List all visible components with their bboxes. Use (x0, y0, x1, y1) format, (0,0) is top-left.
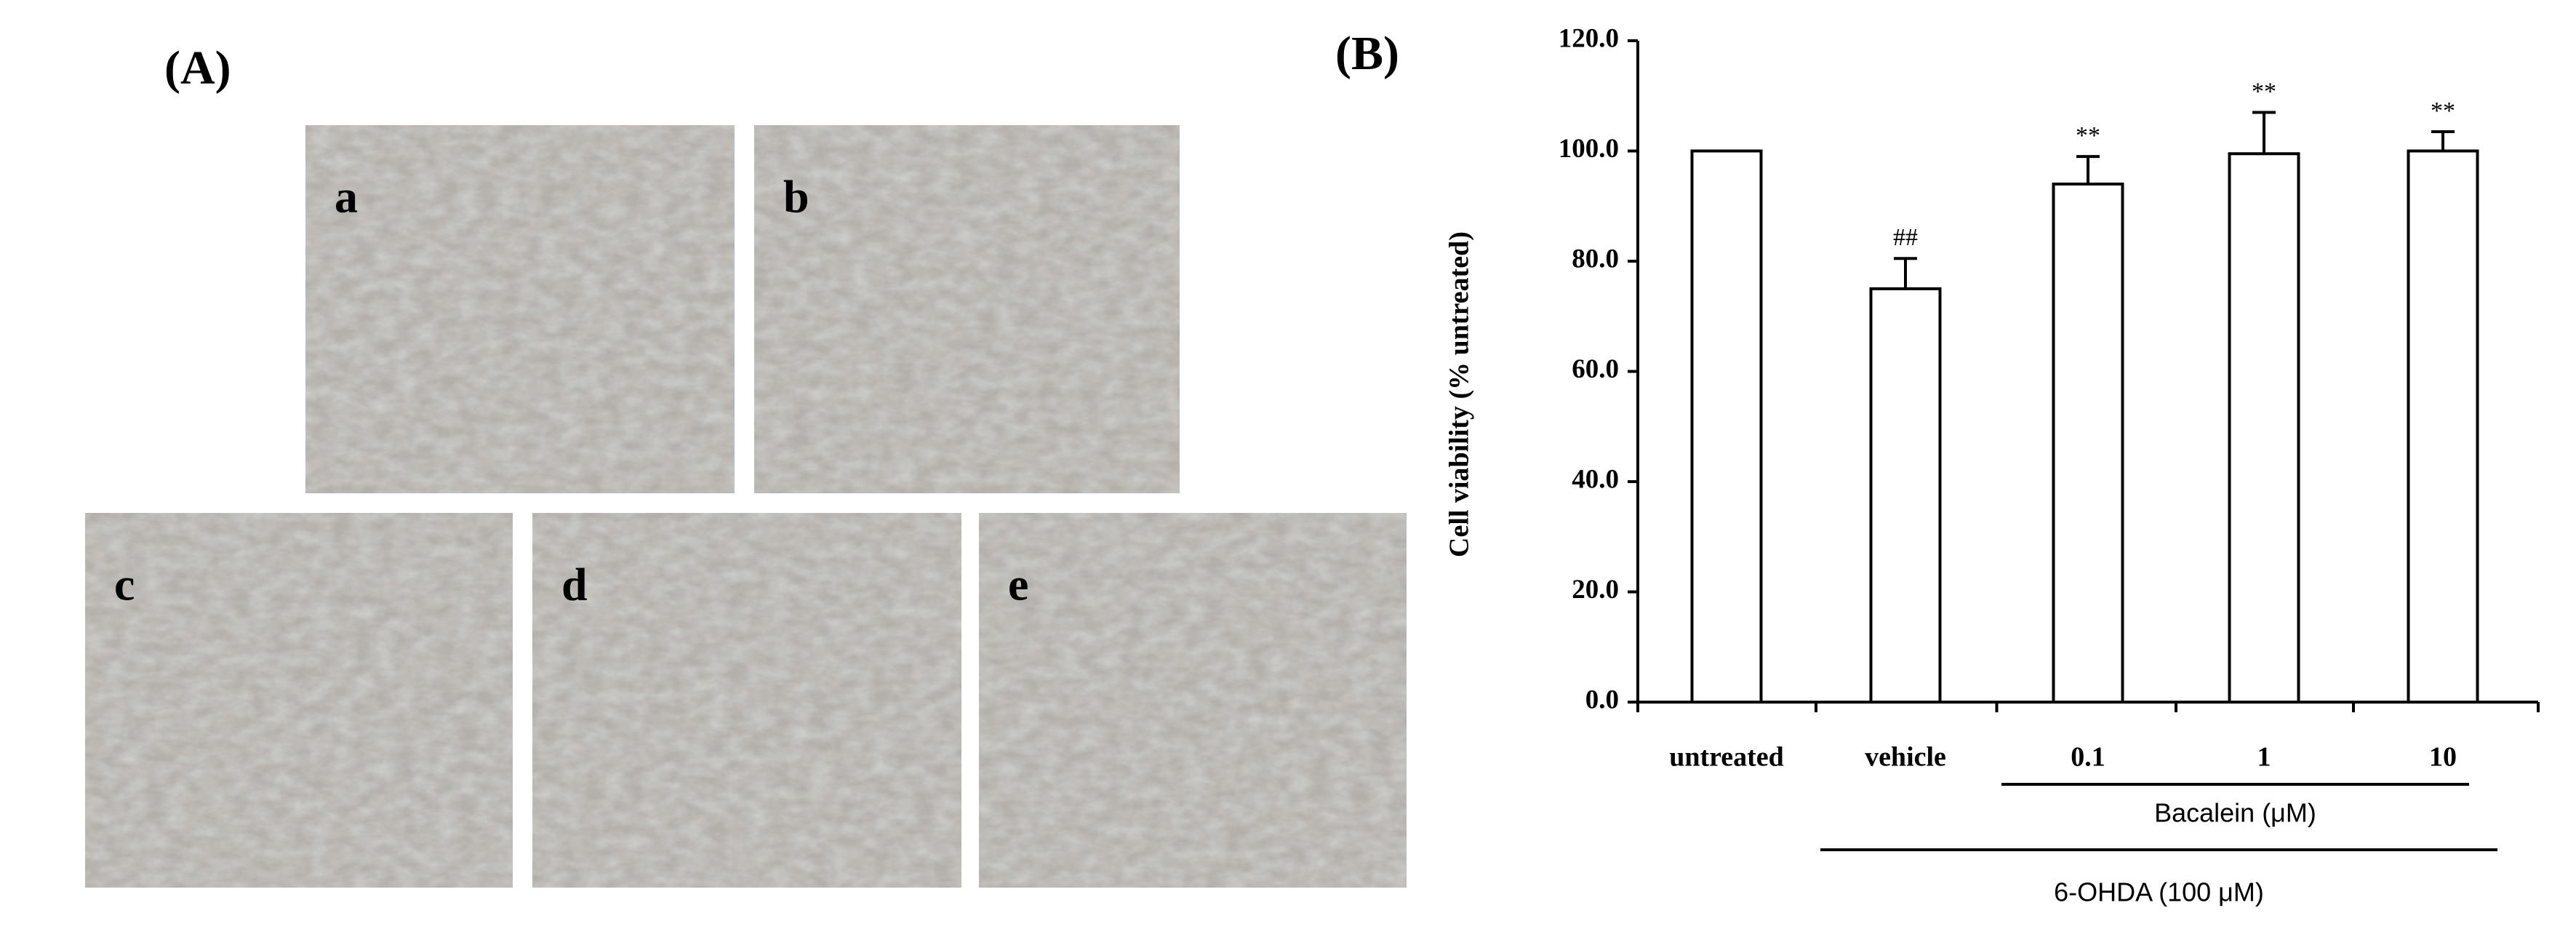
image-label: b (783, 171, 809, 223)
error-bar (1894, 257, 1917, 289)
x-tick-label: 10 (2429, 742, 2457, 773)
cell-texture (532, 513, 961, 888)
micrographs: a b c d e (85, 125, 1407, 888)
significance: ## (1893, 224, 1918, 251)
significance: ** (2252, 78, 2276, 105)
bar (2052, 182, 2124, 704)
image-label: c (114, 559, 135, 610)
error-bar (2431, 130, 2455, 151)
error-bar (2076, 155, 2100, 184)
cell-texture (305, 125, 735, 493)
image-label: d (561, 559, 588, 610)
significance: ** (2431, 97, 2455, 124)
panel-label: (B) (1335, 27, 1399, 80)
y-tick-label: 60.0 (1572, 354, 1619, 384)
panel-label: (A) (164, 41, 231, 95)
error-bar (2252, 111, 2276, 154)
bar (1869, 287, 1942, 704)
y-tick-label: 120.0 (1559, 23, 1619, 53)
cell-texture (979, 513, 1407, 888)
group-label: Bacalein (μM) (2154, 798, 2316, 828)
bar (2228, 152, 2300, 704)
y-tick-label: 0.0 (1585, 685, 1619, 714)
y-tick-label: 40.0 (1572, 464, 1619, 494)
image-label: a (335, 171, 358, 223)
y-tick-label: 80.0 (1572, 244, 1619, 274)
cell-texture (85, 513, 513, 888)
y-tick-label: 100.0 (1559, 134, 1619, 164)
bar (2407, 149, 2479, 704)
y-tick-label: 20.0 (1572, 575, 1619, 605)
group-label: 6-OHDA (100 μM) (2054, 877, 2264, 907)
x-tick-label: 0.1 (2071, 742, 2105, 773)
cell-texture (754, 125, 1180, 493)
significance: ** (2076, 122, 2100, 149)
bar (1690, 149, 1763, 704)
x-tick-label: vehicle (1865, 742, 1946, 773)
x-tick-label: 1 (2257, 742, 2271, 773)
x-tick-label: untreated (1669, 742, 1784, 773)
image-label: e (1008, 559, 1028, 610)
y-axis-label: Cell viability (% untreated) (1444, 231, 1475, 557)
